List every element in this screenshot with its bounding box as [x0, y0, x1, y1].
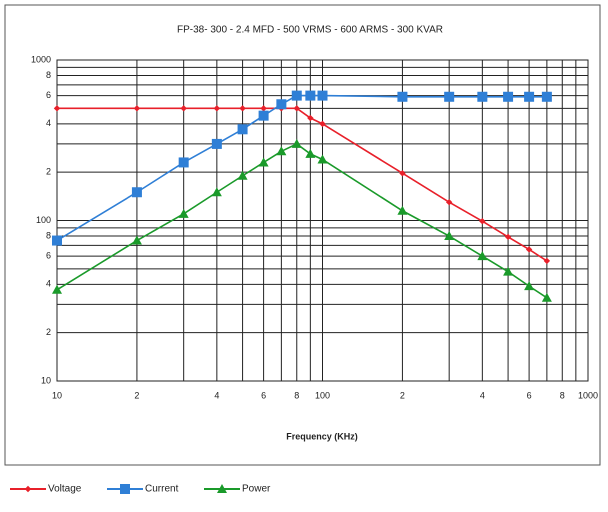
y-tick-label: 2 [46, 327, 51, 337]
marker [307, 114, 314, 122]
y-tick-label: 2 [46, 167, 51, 177]
marker [541, 91, 552, 102]
marker [180, 105, 187, 112]
marker [131, 187, 142, 198]
marker [397, 91, 408, 102]
x-tick-label: 10 [52, 390, 62, 400]
x-tick-label: 8 [560, 390, 565, 400]
marker [541, 292, 552, 302]
chart-title: FP-38- 300 - 2.4 MFD - 500 VRMS - 600 AR… [177, 25, 443, 36]
marker [524, 281, 535, 291]
x-tick-label: 4 [214, 390, 219, 400]
series-line [56, 94, 547, 242]
marker [305, 148, 316, 158]
marker [291, 90, 302, 101]
marker [293, 105, 300, 112]
marker [477, 251, 488, 261]
marker [543, 257, 551, 265]
series-line [57, 107, 548, 262]
marker [397, 205, 408, 215]
x-tick-label: 8 [294, 390, 299, 400]
marker [319, 120, 326, 128]
marker [477, 91, 488, 102]
x-tick-label: 6 [527, 390, 532, 400]
x-tick-label: 6 [261, 390, 266, 400]
marker [317, 90, 328, 101]
y-tick-label: 6 [46, 250, 51, 260]
x-tick-label: 2 [134, 390, 139, 400]
marker [131, 235, 142, 245]
series-line [56, 142, 548, 299]
legend-label: Voltage [48, 484, 82, 495]
marker [479, 218, 486, 225]
chart-frame [4, 4, 601, 466]
marker [237, 124, 248, 135]
marker [444, 231, 455, 241]
y-tick-label: 8 [46, 230, 51, 240]
legend-label: Current [145, 484, 179, 495]
marker [291, 138, 302, 148]
marker [178, 157, 189, 168]
marker [503, 266, 514, 276]
marker [445, 199, 453, 206]
x-tick-label: 4 [480, 390, 485, 400]
marker [258, 110, 269, 121]
marker [276, 146, 287, 156]
marker [178, 208, 189, 218]
y-tick-label: 100 [36, 215, 51, 225]
marker [524, 91, 535, 102]
marker [399, 170, 406, 177]
plot-border [56, 59, 589, 382]
marker [52, 284, 62, 294]
marker [504, 233, 512, 241]
marker [276, 99, 287, 110]
marker [305, 90, 316, 101]
x-tick-label: 2 [400, 390, 405, 400]
marker [120, 484, 130, 494]
marker [24, 485, 32, 493]
marker [444, 91, 455, 102]
legend-label: Power [242, 484, 271, 495]
marker [217, 484, 227, 493]
y-tick-label: 4 [46, 279, 51, 289]
marker [237, 170, 248, 180]
marker [239, 105, 246, 112]
marker [52, 235, 62, 246]
y-tick-label: 10 [41, 375, 51, 385]
y-tick-label: 8 [46, 70, 51, 80]
x-tick-label: 100 [315, 390, 330, 400]
marker [133, 105, 141, 112]
marker [258, 157, 269, 167]
marker [211, 138, 222, 149]
y-tick-label: 6 [46, 90, 51, 100]
y-tick-label: 1000 [31, 54, 51, 64]
marker [317, 154, 328, 164]
marker [503, 91, 514, 102]
marker [53, 105, 61, 112]
marker [211, 187, 222, 197]
x-tick-label: 1000 [578, 390, 598, 400]
marker [260, 105, 267, 112]
marker [525, 246, 533, 253]
marker [213, 105, 221, 112]
x-axis-label: Frequency (KHz) [286, 431, 358, 441]
y-tick-label: 4 [46, 118, 51, 128]
